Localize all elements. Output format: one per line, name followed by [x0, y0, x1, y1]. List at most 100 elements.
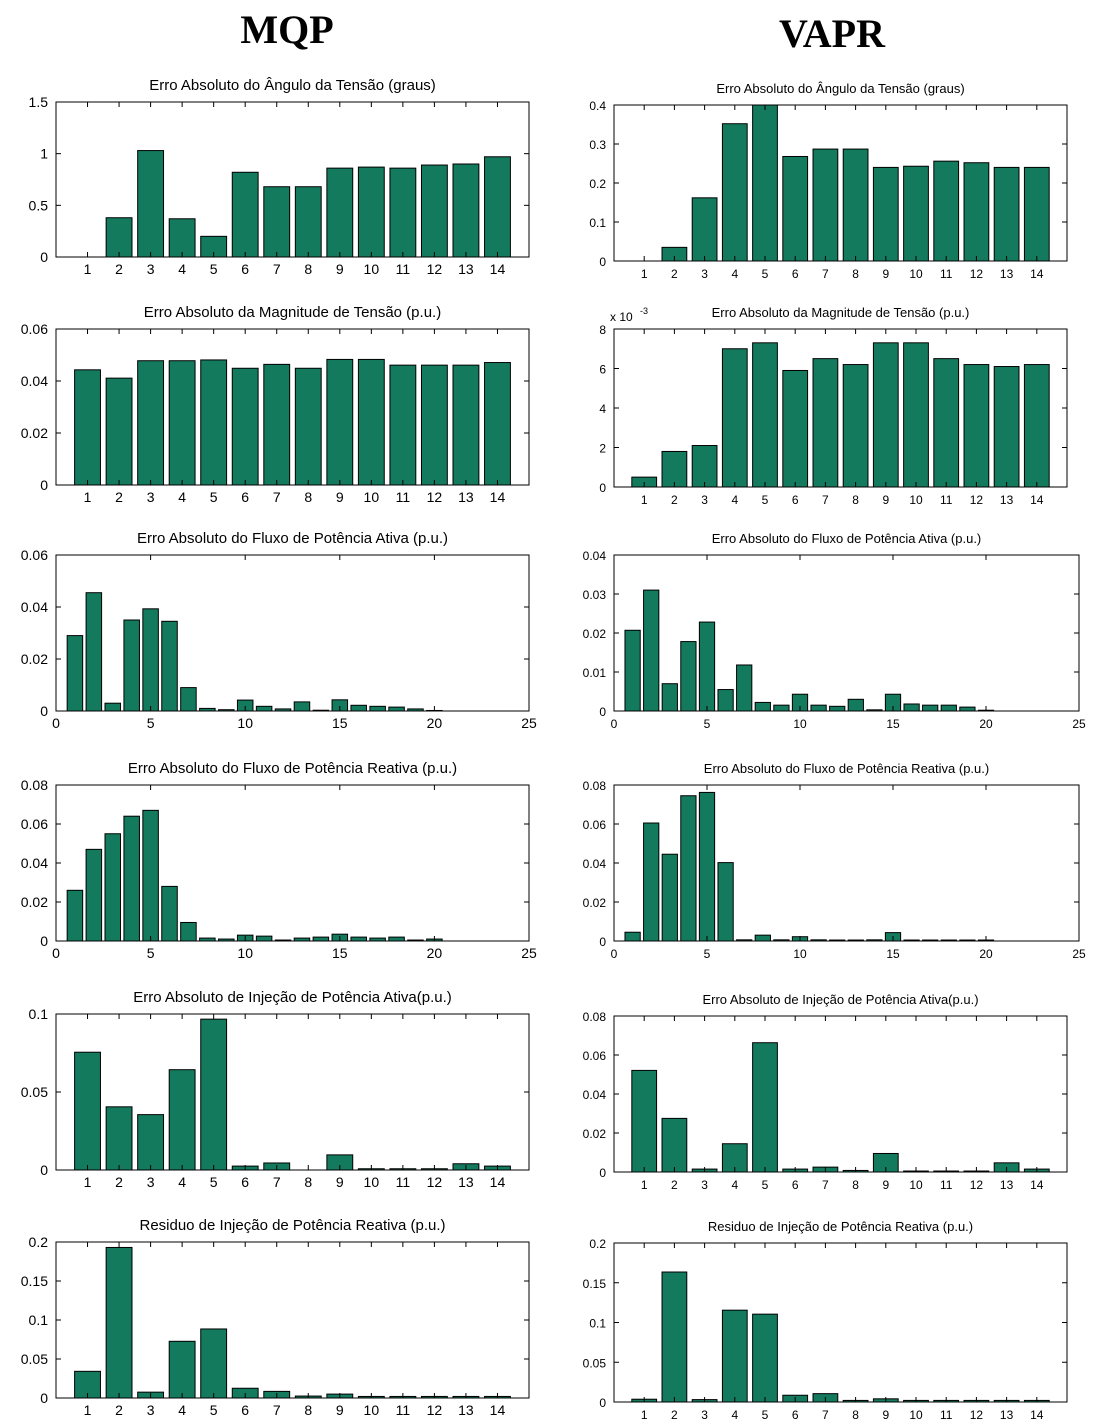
- mqp-chart-2-xtick-label-12: 13: [458, 489, 474, 505]
- vapr-chart-6-bar-5: [752, 1313, 778, 1403]
- mqp-chart-6-bar-4: [168, 1340, 196, 1399]
- vapr-chart-4-bar-3: [661, 853, 678, 942]
- mqp-chart-6-xtick-label-10: 11: [396, 1402, 411, 1418]
- vapr-chart-1-bar-9: [872, 166, 899, 262]
- vapr-chart-2-title: Erro Absoluto da Magnitude de Tensão (p.…: [712, 305, 970, 320]
- vapr-chart-1-xtick-label-12: 13: [1000, 267, 1014, 281]
- vapr-chart-2-xtick-label-9: 10: [909, 493, 923, 507]
- vapr-chart-1-xtick-label-10: 11: [940, 267, 953, 281]
- vapr-chart-6-xtick-label-11: 12: [970, 1408, 984, 1422]
- vapr-chart-1-bar-11: [933, 160, 960, 262]
- vapr-chart-1-ytick-label-1: 0.1: [589, 216, 606, 230]
- vapr-chart-2-xtick-label-4: 5: [762, 493, 769, 507]
- vapr-chart-4-xtick-label-3: 15: [886, 947, 900, 961]
- mqp-chart-6-xtick-label-1: 2: [115, 1402, 123, 1418]
- vapr-chart-3-bar-3: [661, 683, 678, 712]
- vapr-chart-4-bar-4: [680, 795, 697, 942]
- vapr-chart-1-bar-13: [993, 166, 1020, 262]
- mqp-chart-4-xtick-label-3: 15: [332, 945, 348, 961]
- mqp-chart-3-xtick-label-3: 15: [332, 715, 348, 731]
- mqp-chart-2-xtick-label-5: 6: [241, 489, 249, 505]
- vapr-chart-5-xtick-label-6: 7: [822, 1178, 829, 1192]
- vapr-chart-2-xtick-label-1: 2: [671, 493, 678, 507]
- mqp-chart-2-bar-10: [357, 358, 385, 486]
- mqp-chart-2-bar-14: [484, 362, 511, 486]
- mqp-chart-6-xtick-label-7: 8: [304, 1402, 312, 1418]
- mqp-chart-5-bar-3: [137, 1114, 165, 1171]
- vapr-chart-2-xtick-label-5: 6: [792, 493, 799, 507]
- mqp-chart-4-ytick-label-4: 0.08: [21, 777, 48, 793]
- vapr-chart-6-xtick-label-0: 1: [641, 1408, 648, 1422]
- mqp-chart-5-ytick-label-0: 0: [40, 1162, 48, 1178]
- mqp-chart-2-xtick-label-8: 9: [336, 489, 344, 505]
- vapr-chart-6-bar-2: [661, 1271, 688, 1403]
- vapr-chart-5-ytick-label-3: 0.06: [583, 1049, 607, 1063]
- mqp-chart-1-ytick-label-1: 0.5: [29, 197, 49, 213]
- mqp-chart-6-ytick-label-2: 0.1: [29, 1312, 49, 1328]
- mqp-chart-6-xtick-label-5: 6: [241, 1402, 249, 1418]
- vapr-chart-2-xtick-label-8: 9: [882, 493, 889, 507]
- vapr-chart-1-xtick-label-8: 9: [882, 267, 889, 281]
- mqp-chart-4-xtick-label-5: 25: [521, 945, 537, 961]
- vapr-chart-5-bar-5: [752, 1042, 778, 1173]
- mqp-chart-3-ytick-label-1: 0.02: [21, 651, 48, 667]
- mqp-chart-2-ytick-label-2: 0.04: [21, 373, 48, 389]
- vapr-chart-2-bar-13: [993, 366, 1020, 488]
- vapr-chart-2-xtick-label-7: 8: [852, 493, 859, 507]
- vapr-chart-3-bar-17: [922, 704, 939, 712]
- mqp-chart-2-ytick-label-1: 0.02: [21, 425, 48, 441]
- mqp-chart-3-bar-18: [388, 706, 405, 712]
- vapr-chart-3-xtick-label-4: 20: [979, 717, 993, 731]
- mqp-chart-6-title: Residuo de Injeção de Potência Reativa (…: [139, 1217, 445, 1234]
- mqp-chart-1-xtick-label-13: 14: [490, 261, 506, 277]
- mqp-chart-1-bar-10: [357, 166, 385, 258]
- mqp-chart-5-xtick-label-12: 13: [458, 1174, 474, 1190]
- vapr-chart-2-xtick-label-3: 4: [731, 493, 738, 507]
- vapr-chart-1-xtick-label-4: 5: [762, 267, 769, 281]
- mqp-chart-6-bar-2: [105, 1246, 133, 1399]
- vapr-chart-2-bar-10: [903, 342, 929, 488]
- mqp-chart-2-bar-8: [294, 367, 322, 486]
- mqp-chart-5-xtick-label-5: 6: [241, 1174, 249, 1190]
- mqp-chart-2-xtick-label-9: 10: [364, 489, 380, 505]
- mqp-chart-2-bar-5: [200, 359, 228, 486]
- mqp-chart-4-ytick-label-0: 0: [40, 933, 48, 949]
- vapr-chart-5-xtick-label-5: 6: [792, 1178, 799, 1192]
- mqp-chart-6-xtick-label-6: 7: [273, 1402, 281, 1418]
- mqp-chart-2-xtick-label-11: 12: [427, 489, 443, 505]
- mqp-chart-2-bar-3: [137, 360, 165, 486]
- vapr-column-title: VAPR: [779, 11, 885, 56]
- vapr-chart-1-bar-4: [721, 123, 748, 262]
- mqp-chart-5-xtick-label-1: 2: [115, 1174, 123, 1190]
- mqp-chart-2-xtick-label-7: 8: [304, 489, 312, 505]
- vapr-chart-1-bar-8: [842, 148, 869, 262]
- mqp-chart-2-bar-2: [105, 377, 133, 486]
- mqp-chart-6-bar-5: [200, 1328, 228, 1399]
- mqp-chart-1-bar-9: [326, 167, 354, 258]
- mqp-chart-1-xtick-label-12: 13: [458, 261, 474, 277]
- mqp-chart-5-xtick-label-7: 8: [304, 1174, 312, 1190]
- mqp-chart-3-bar-6: [161, 620, 178, 712]
- mqp-chart-1-bar-2: [105, 217, 133, 258]
- vapr-chart-6-xtick-label-4: 5: [762, 1408, 769, 1422]
- vapr-chart-5-xtick-label-0: 1: [641, 1178, 648, 1192]
- mqp-chart-2-plot-frame: [55, 328, 530, 486]
- vapr-chart-1-ytick-label-0: 0: [599, 255, 606, 269]
- vapr-chart-2-ytick-label-1: 2: [599, 442, 606, 456]
- vapr-chart-5-xtick-label-9: 10: [909, 1178, 923, 1192]
- mqp-chart-2-xtick-label-13: 14: [490, 489, 506, 505]
- vapr-chart-1-xtick-label-1: 2: [671, 267, 678, 281]
- mqp-chart-5-bar-1: [74, 1051, 101, 1171]
- vapr-chart-3-bar-6: [717, 689, 734, 712]
- mqp-chart-6-ytick-label-0: 0: [40, 1390, 48, 1406]
- mqp-chart-3-bar-4: [123, 619, 140, 712]
- mqp-chart-6-xtick-label-0: 1: [84, 1402, 92, 1418]
- vapr-chart-1-xtick-label-11: 12: [970, 267, 984, 281]
- mqp-chart-2-bar-6: [231, 367, 259, 486]
- vapr-chart-2-bar-9: [872, 342, 899, 488]
- vapr-chart-1-xtick-label-9: 10: [909, 267, 923, 281]
- vapr-chart-6-xtick-label-2: 3: [701, 1408, 708, 1422]
- vapr-chart-6-title: Residuo de Injeção de Potência Reativa (…: [708, 1219, 973, 1234]
- vapr-chart-6-ytick-label-1: 0.05: [583, 1356, 607, 1370]
- vapr-chart-6-xtick-label-9: 10: [909, 1408, 923, 1422]
